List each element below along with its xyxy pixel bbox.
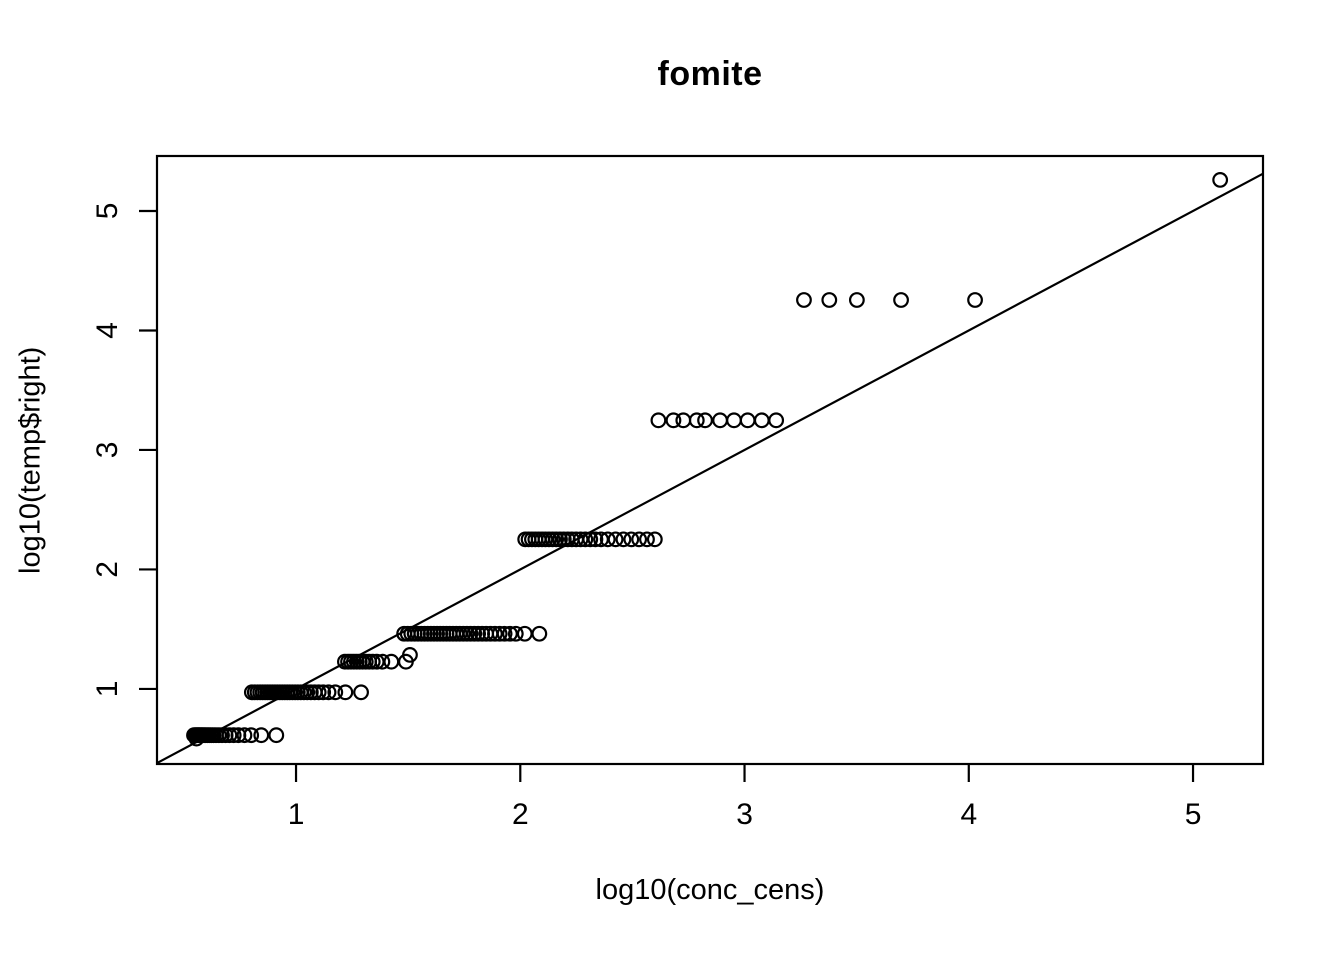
data-point xyxy=(848,292,865,308)
x-tick-label: 3 xyxy=(736,798,753,831)
data-point xyxy=(675,412,692,429)
data-point xyxy=(555,531,572,548)
data-point xyxy=(967,292,983,308)
data-point xyxy=(688,412,705,429)
data-point xyxy=(516,625,533,642)
y-tick-label: 4 xyxy=(91,322,124,339)
data-point xyxy=(327,684,344,701)
data-point xyxy=(615,531,632,548)
data-point xyxy=(225,727,242,744)
data-point xyxy=(383,653,400,670)
x-tick-label: 1 xyxy=(288,798,305,831)
x-axis-label: log10(conc_cens) xyxy=(595,874,825,906)
data-point xyxy=(491,625,508,642)
data-point xyxy=(572,531,589,548)
data-point xyxy=(353,684,369,701)
data-point xyxy=(665,412,682,429)
data-point xyxy=(893,292,909,308)
data-point xyxy=(646,531,663,548)
data-point xyxy=(243,727,260,744)
data-point xyxy=(587,531,604,548)
chart-title: fomite xyxy=(657,55,763,93)
data-point xyxy=(712,412,728,429)
data-point xyxy=(599,531,616,548)
y-tick-label: 1 xyxy=(91,681,124,698)
plot-box xyxy=(155,154,1265,766)
data-point xyxy=(726,412,742,429)
data-point xyxy=(221,727,238,744)
data-point xyxy=(739,412,756,429)
data-point xyxy=(315,684,332,701)
x-tick-label: 4 xyxy=(960,798,977,831)
data-point xyxy=(320,684,337,701)
data-point xyxy=(188,730,205,747)
data-point xyxy=(639,531,655,548)
data-point xyxy=(796,292,812,308)
data-point xyxy=(253,727,270,744)
data-point xyxy=(697,412,713,429)
data-point xyxy=(374,653,391,670)
y-tick-label: 2 xyxy=(91,561,124,578)
y-tick-label: 3 xyxy=(91,442,124,459)
y-axis-label: log10(temp$right) xyxy=(14,346,47,574)
x-tick-label: 2 xyxy=(512,798,529,831)
data-point xyxy=(470,625,487,642)
data-point xyxy=(577,531,594,548)
data-point xyxy=(496,625,513,642)
data-point xyxy=(650,412,667,429)
data-point xyxy=(821,292,838,308)
data-point xyxy=(623,531,640,548)
data-point xyxy=(502,625,518,642)
data-point xyxy=(487,625,503,642)
data-point xyxy=(582,531,599,548)
data-point xyxy=(507,625,524,642)
identity-line xyxy=(156,172,1264,765)
data-point xyxy=(1212,171,1229,188)
data-point xyxy=(310,684,327,701)
data-point xyxy=(402,646,418,663)
data-point xyxy=(337,684,354,701)
data-point xyxy=(631,531,648,548)
data-point xyxy=(531,625,548,642)
data-point xyxy=(364,653,381,670)
data-point xyxy=(753,412,770,429)
x-tick-label: 5 xyxy=(1185,798,1202,831)
data-point xyxy=(768,412,785,429)
data-point xyxy=(236,727,253,744)
y-tick-label: 5 xyxy=(91,203,124,220)
data-point xyxy=(268,727,285,744)
data-point xyxy=(607,531,624,548)
